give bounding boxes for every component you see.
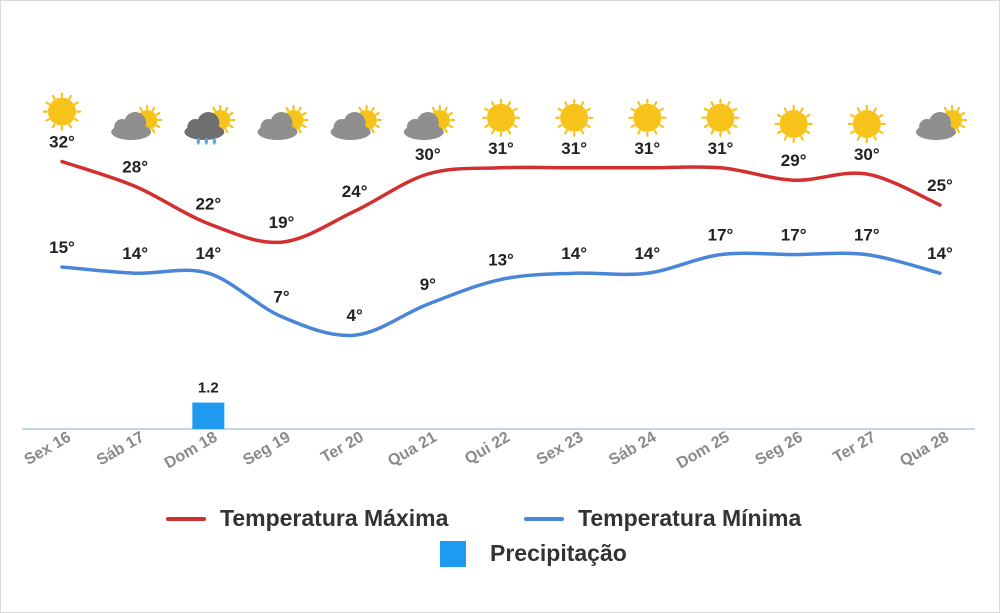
- legend-swatch-precip: [440, 540, 466, 567]
- x-tick-label-2: Dom 18: [162, 429, 221, 473]
- legend-label-max: Temperatura Máxima: [220, 505, 449, 531]
- legend-label-precip: Precipitação: [490, 540, 627, 566]
- rain-cloud-icon: [184, 104, 236, 146]
- legend-item-max: Temperatura Máxima: [166, 505, 448, 532]
- precip-bar-2: [192, 402, 225, 429]
- data-label-max-8: 31°: [634, 139, 660, 158]
- x-tick-label-6: Qui 22: [462, 429, 513, 468]
- legend-label-min: Temperatura Mínima: [578, 505, 802, 531]
- x-tick-label-4: Ter 20: [318, 429, 366, 467]
- x-tick-label-11: Ter 27: [831, 429, 879, 467]
- data-label-min-3: 7°: [273, 288, 289, 307]
- data-label-max-11: 30°: [854, 145, 880, 164]
- x-tick-label-7: Sex 23: [534, 429, 587, 469]
- x-tick-label-5: Qua 21: [385, 429, 440, 470]
- data-label-max-7: 31°: [561, 139, 587, 158]
- data-label-min-2: 14°: [195, 244, 221, 263]
- data-label-min-10: 17°: [781, 226, 807, 245]
- data-label-max-0: 32°: [49, 133, 75, 152]
- x-tick-label-9: Dom 25: [674, 429, 733, 473]
- weather-chart: 32° 28° 22° 19° 24° 30° 31° 31° 31° 31° 29° 30° 25° 1…: [22, 92, 975, 473]
- sun-icon: [701, 98, 740, 137]
- legend-swatch-max: [166, 516, 206, 521]
- series-line-max: [60, 159, 942, 245]
- series-line-min: [60, 251, 942, 338]
- data-label-max-6: 31°: [488, 139, 514, 158]
- data-label-min-0: 15°: [49, 238, 75, 257]
- data-label-max-12: 25°: [927, 176, 953, 195]
- data-label-min-11: 17°: [854, 226, 880, 245]
- partly-cloudy-icon: [330, 104, 382, 140]
- data-label-max-10: 29°: [781, 151, 807, 170]
- partly-cloudy-icon: [257, 104, 309, 140]
- legend-item-min: Temperatura Mínima: [524, 505, 801, 532]
- x-tick-label-10: Seg 26: [752, 429, 805, 470]
- x-tick-label-1: Sáb 17: [94, 429, 147, 470]
- sun-icon: [42, 92, 82, 131]
- data-label-max-3: 19°: [269, 213, 295, 232]
- sun-icon: [847, 104, 886, 144]
- x-tick-label-8: Sáb 24: [606, 429, 659, 470]
- data-label-min-7: 14°: [561, 244, 587, 263]
- legend-item-precip: Precipitação: [440, 540, 627, 567]
- data-label-min-4: 4°: [347, 306, 363, 325]
- partly-cloudy-icon: [111, 104, 163, 140]
- data-label-min-5: 9°: [420, 275, 436, 294]
- precip-label-2: 1.2: [198, 380, 219, 397]
- partly-cloudy-icon: [916, 104, 968, 140]
- data-label-max-4: 24°: [342, 182, 368, 201]
- data-label-min-1: 14°: [122, 244, 148, 263]
- data-label-min-6: 13°: [488, 250, 514, 269]
- data-label-min-9: 17°: [708, 226, 734, 245]
- sun-icon: [555, 98, 594, 137]
- data-label-min-8: 14°: [634, 244, 660, 263]
- x-tick-label-3: Seg 19: [240, 429, 293, 470]
- x-tick-label-12: Qua 28: [897, 429, 952, 470]
- data-label-min-12: 14°: [927, 244, 953, 263]
- x-tick-label-0: Sex 16: [22, 429, 75, 469]
- sun-icon: [481, 98, 521, 137]
- partly-cloudy-icon: [403, 104, 455, 140]
- data-label-max-1: 28°: [122, 157, 148, 176]
- sun-icon: [628, 98, 667, 137]
- data-label-max-2: 22°: [195, 195, 221, 214]
- data-label-max-9: 31°: [708, 139, 734, 158]
- legend-swatch-min: [524, 516, 564, 521]
- sun-icon: [774, 104, 813, 144]
- data-label-max-5: 30°: [415, 145, 441, 164]
